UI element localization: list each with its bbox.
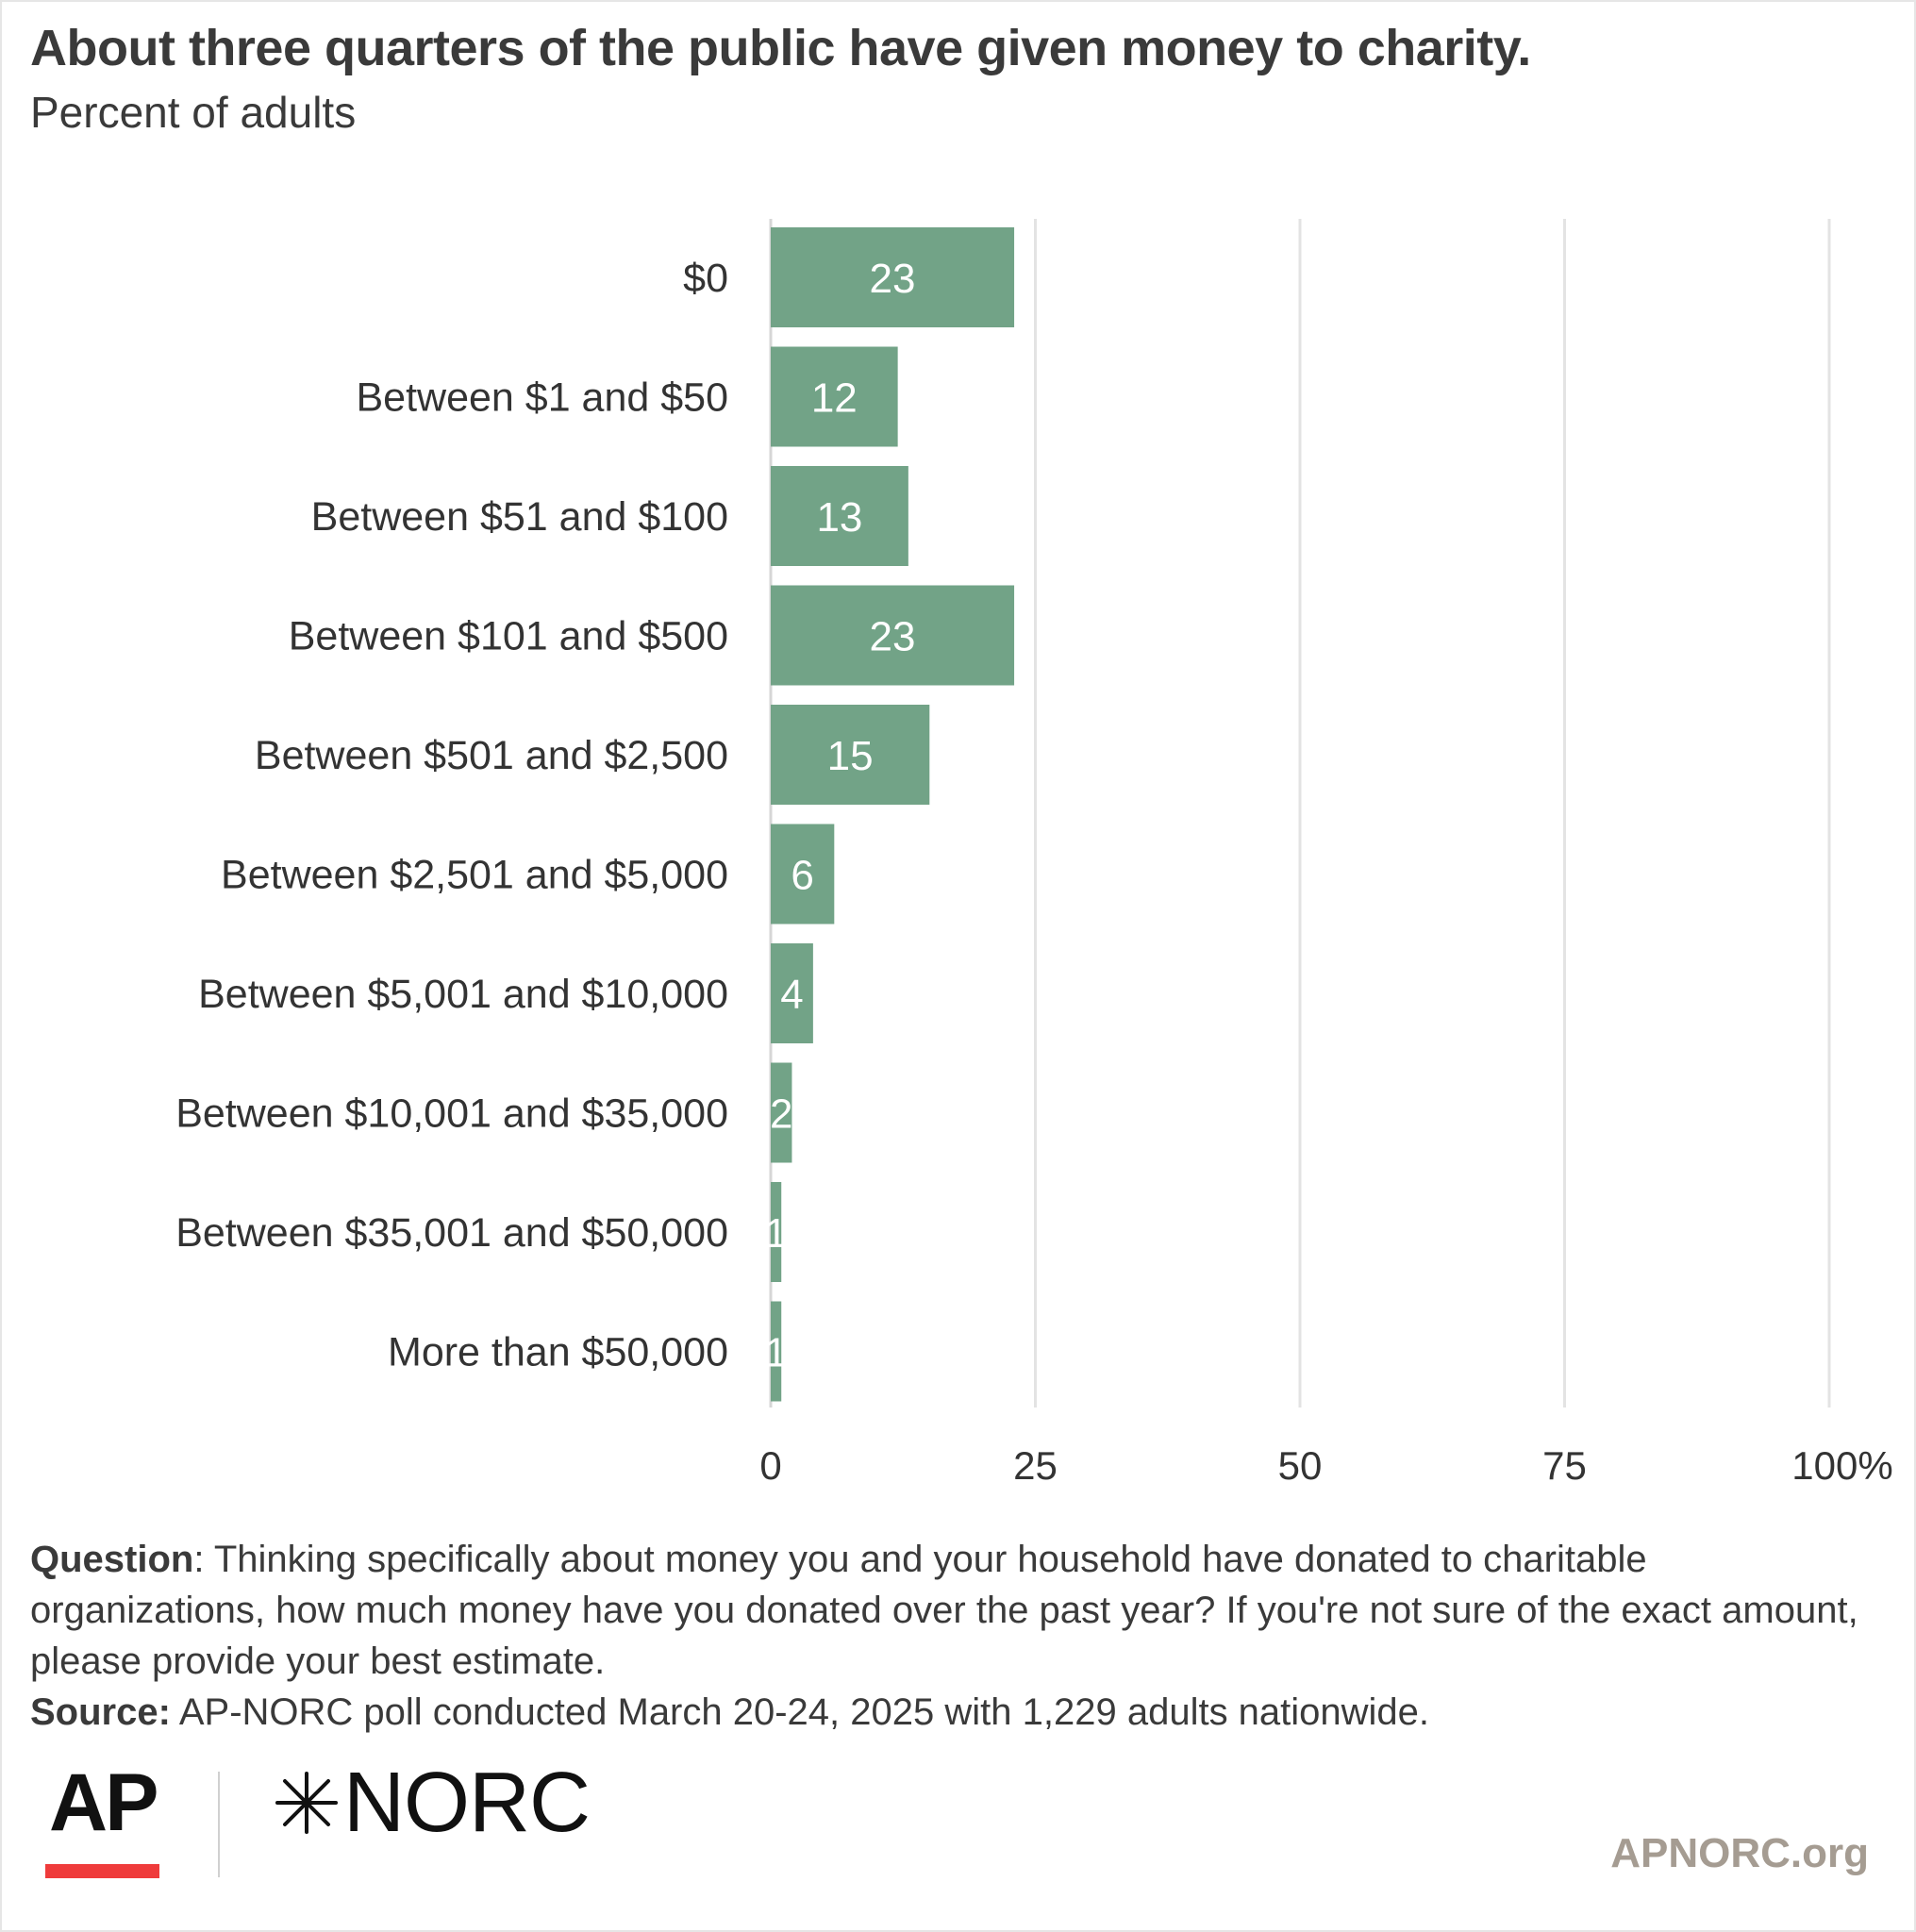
- data-label: 12: [811, 375, 858, 422]
- category-label: Between $35,001 and $50,000: [175, 1210, 728, 1256]
- bar: [771, 1301, 782, 1402]
- chart-notes: Question: Thinking specifically about mo…: [30, 1534, 1879, 1738]
- bar: [771, 466, 908, 566]
- bar: [771, 1062, 792, 1163]
- category-label: Between $51 and $100: [311, 494, 728, 540]
- chart-subtitle: Percent of adults: [30, 88, 357, 137]
- category-label: $0: [683, 256, 728, 301]
- site-link[interactable]: APNORC.org: [1610, 1830, 1869, 1876]
- bar: [771, 227, 1015, 327]
- data-label: 1: [764, 1330, 787, 1376]
- data-label: 2: [770, 1091, 792, 1138]
- bar: [771, 705, 930, 805]
- data-label: 4: [780, 972, 803, 1018]
- norc-star-icon: [275, 1772, 338, 1834]
- x-tick-label: 25: [1013, 1443, 1058, 1488]
- question-label: Question: [30, 1539, 194, 1580]
- bar: [771, 1182, 782, 1282]
- category-label: More than $50,000: [388, 1330, 728, 1375]
- data-label: 6: [791, 853, 813, 899]
- data-label: 13: [816, 494, 862, 541]
- bar: [771, 585, 1015, 686]
- category-label: Between $101 and $500: [289, 614, 728, 659]
- x-tick-label: 0: [759, 1443, 781, 1488]
- logo-divider: [218, 1772, 220, 1877]
- data-label: 23: [870, 256, 916, 302]
- question-text: : Thinking specifically about money you …: [30, 1539, 1858, 1682]
- x-tick-label: 75: [1542, 1443, 1587, 1488]
- data-label: 15: [827, 733, 874, 779]
- norc-logo-text: NORC: [343, 1756, 591, 1850]
- bar: [771, 346, 898, 447]
- category-label: Between $1 and $50: [357, 375, 729, 421]
- norc-logo: NORC: [270, 1756, 591, 1850]
- ap-logo-bar: [45, 1864, 159, 1878]
- ap-logo: AP: [49, 1757, 158, 1848]
- category-label: Between $5,001 and $10,000: [198, 972, 728, 1017]
- source-text: AP-NORC poll conducted March 20-24, 2025…: [170, 1691, 1430, 1733]
- data-label: 1: [764, 1210, 787, 1257]
- source-note: Source: AP-NORC poll conducted March 20-…: [30, 1687, 1879, 1738]
- bar: [771, 943, 813, 1043]
- question-note: Question: Thinking specifically about mo…: [30, 1534, 1879, 1687]
- category-label: Between $2,501 and $5,000: [221, 853, 728, 898]
- category-label: Between $10,001 and $35,000: [175, 1091, 728, 1137]
- data-label: 23: [870, 614, 916, 660]
- source-label: Source:: [30, 1691, 171, 1733]
- bar: [771, 824, 835, 924]
- chart-title: About three quarters of the public have …: [30, 20, 1531, 76]
- category-label: Between $501 and $2,500: [255, 733, 728, 778]
- x-tick-label: 50: [1278, 1443, 1323, 1488]
- x-tick-label: 100%: [1791, 1443, 1892, 1488]
